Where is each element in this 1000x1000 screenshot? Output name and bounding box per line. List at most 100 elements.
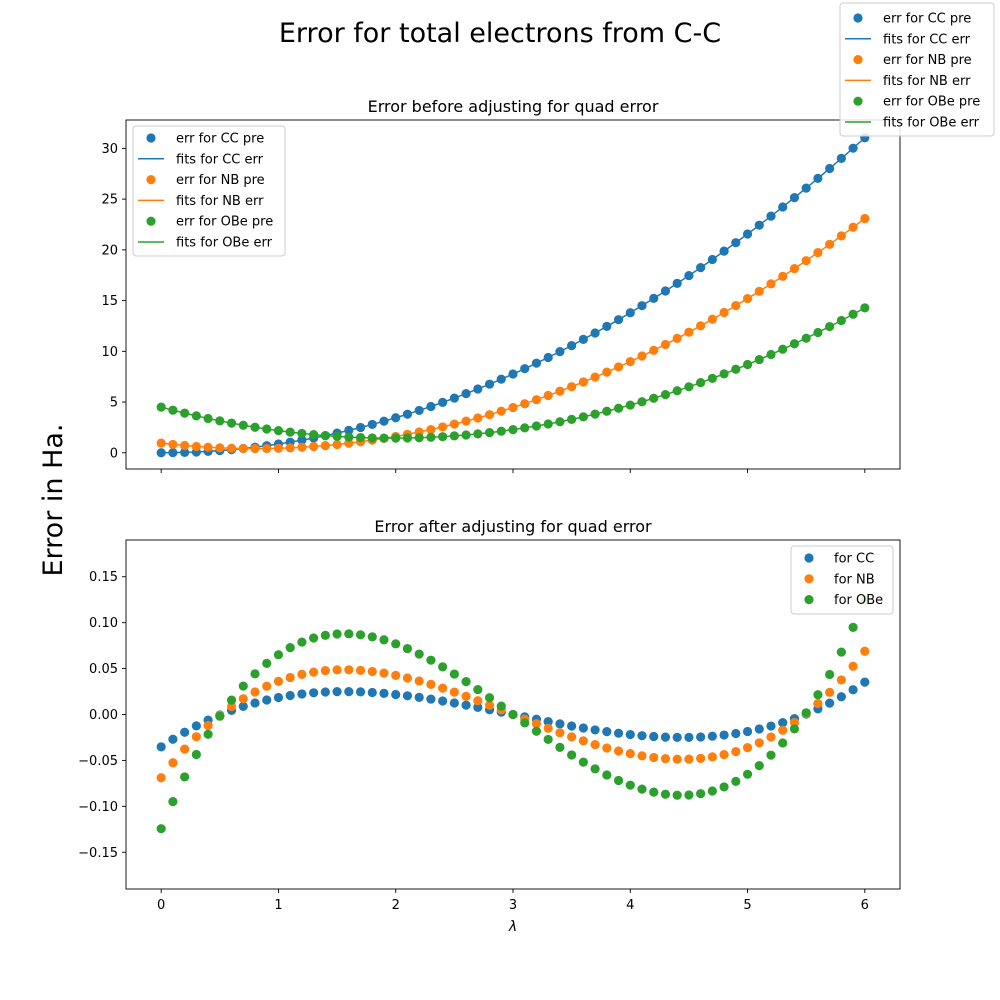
data-point-for-NB	[156, 773, 166, 783]
data-point-for-OBe	[754, 760, 764, 771]
top-panel: Error before adjusting for quad error 0 5…	[101, 97, 901, 473]
data-point-for-CC	[719, 730, 729, 740]
data-point-for-CC	[449, 698, 459, 708]
data-point-for-CC	[696, 732, 706, 742]
data-point-for-NB	[778, 725, 788, 735]
data-point-for-OBe	[391, 639, 401, 649]
data-point-for-OBe	[731, 776, 741, 786]
data-point-NB	[696, 321, 706, 331]
x-tick-label: 3	[509, 898, 517, 913]
data-point-OBe	[660, 389, 671, 400]
data-point-NB	[531, 395, 542, 405]
data-point-NB	[191, 441, 201, 452]
data-point-NB	[754, 286, 764, 296]
legend-label: fits for NB err	[176, 194, 264, 209]
data-point-CC	[731, 238, 741, 248]
data-point-for-OBe	[496, 701, 506, 711]
legend-label: for CC	[834, 552, 874, 567]
data-point-for-NB	[590, 740, 600, 750]
data-point-for-CC	[320, 687, 330, 697]
data-point-OBe	[297, 428, 307, 439]
data-point-CC	[613, 315, 624, 325]
legend-label: err for OBe pre	[176, 215, 273, 230]
bottom-x-axis-label: λ	[508, 919, 517, 935]
legend-marker	[804, 574, 814, 584]
data-point-for-NB	[543, 723, 553, 733]
data-point-for-OBe	[309, 633, 319, 643]
data-point-for-NB	[625, 749, 635, 759]
data-point-for-OBe	[473, 684, 483, 695]
data-point-for-CC	[250, 698, 260, 708]
data-point-for-OBe	[402, 643, 413, 654]
data-point-for-OBe	[238, 681, 248, 691]
data-point-for-CC	[180, 727, 190, 737]
data-point-for-NB	[414, 676, 424, 686]
data-point-for-NB	[813, 698, 823, 709]
data-point-for-OBe	[684, 790, 694, 800]
data-point-for-CC	[672, 732, 682, 742]
data-point-for-NB	[355, 665, 366, 675]
data-point-CC	[473, 384, 483, 394]
data-point-for-CC	[402, 691, 413, 701]
legend-marker	[146, 133, 156, 143]
x-tick-label: 2	[392, 898, 400, 913]
legend-marker	[146, 216, 156, 226]
data-point-for-OBe	[707, 786, 717, 796]
data-point-CC	[555, 347, 565, 357]
data-point-CC	[719, 246, 729, 256]
data-point-OBe	[473, 429, 483, 439]
data-point-for-OBe	[379, 635, 389, 645]
data-point-OBe	[578, 412, 588, 422]
data-point-OBe	[238, 420, 248, 430]
data-point-for-CC	[285, 690, 295, 701]
data-point-for-OBe	[590, 764, 600, 774]
data-point-for-OBe	[250, 669, 260, 679]
data-point-for-NB	[555, 728, 565, 738]
data-point-for-OBe	[649, 787, 659, 797]
data-point-CC	[649, 293, 659, 304]
data-point-for-OBe	[215, 711, 225, 721]
data-point-NB	[613, 362, 624, 372]
data-point-for-OBe	[203, 729, 213, 739]
data-point-OBe	[555, 417, 565, 427]
data-point-OBe	[484, 428, 495, 438]
data-point-OBe	[438, 432, 448, 442]
data-point-for-NB	[754, 738, 764, 748]
data-point-for-OBe	[355, 630, 366, 640]
data-point-OBe	[262, 424, 272, 434]
data-point-NB	[226, 443, 237, 453]
data-point-for-NB	[191, 732, 201, 742]
data-point-for-NB	[567, 732, 577, 742]
data-point-for-OBe	[543, 734, 553, 745]
data-point-for-NB	[484, 700, 495, 710]
data-point-OBe	[391, 433, 401, 443]
y-tick-label: 25	[101, 193, 118, 208]
data-point-for-CC	[297, 689, 307, 699]
legend-label: fits for CC err	[883, 32, 971, 47]
data-point-for-NB	[707, 752, 717, 762]
data-point-OBe	[180, 408, 190, 418]
data-point-for-CC	[590, 725, 600, 735]
data-point-for-OBe	[778, 738, 788, 748]
y-tick-label: 30	[101, 142, 118, 157]
data-point-NB	[637, 351, 647, 361]
data-point-NB	[602, 367, 612, 377]
x-tick-label: 5	[743, 898, 751, 913]
data-point-for-NB	[203, 720, 213, 731]
data-point-NB	[473, 413, 483, 423]
data-point-NB	[238, 443, 248, 454]
data-point-NB	[297, 442, 307, 452]
top-panel-title: Error before adjusting for quad error	[368, 97, 659, 116]
data-point-NB	[496, 406, 506, 416]
data-point-for-OBe	[555, 742, 565, 752]
data-point-for-CC	[742, 726, 753, 737]
data-point-NB	[309, 441, 319, 452]
data-point-for-OBe	[273, 650, 284, 660]
data-point-for-NB	[461, 691, 471, 701]
data-point-NB	[813, 247, 823, 258]
data-point-CC	[637, 301, 647, 311]
data-point-CC	[672, 278, 682, 288]
data-point-NB	[848, 222, 858, 232]
data-point-for-NB	[262, 681, 272, 691]
data-point-for-OBe	[567, 750, 577, 760]
